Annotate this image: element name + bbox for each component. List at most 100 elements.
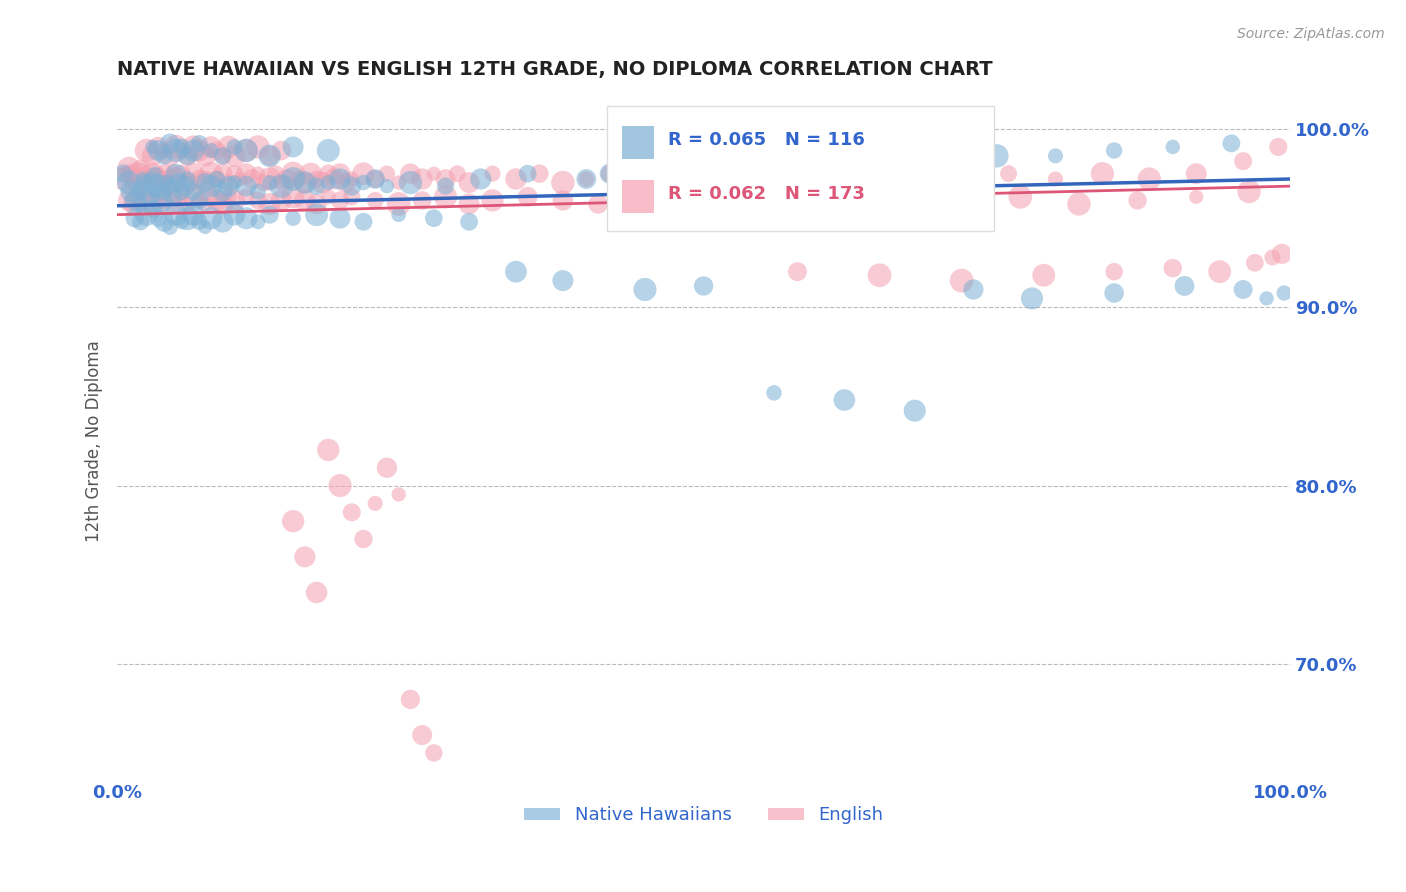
Point	[294, 549, 316, 564]
Point	[318, 144, 340, 158]
Point	[281, 140, 304, 154]
Point	[891, 190, 914, 204]
Point	[1267, 140, 1289, 154]
Point	[153, 144, 176, 158]
Point	[1067, 197, 1090, 211]
Point	[1261, 251, 1284, 265]
Point	[141, 176, 163, 190]
Point	[276, 172, 298, 186]
Point	[170, 185, 193, 199]
Point	[375, 179, 398, 194]
Point	[281, 190, 304, 204]
Point	[329, 478, 352, 492]
Point	[340, 505, 363, 519]
Point	[211, 215, 233, 229]
Point	[118, 161, 141, 176]
Point	[1021, 292, 1043, 306]
Point	[150, 176, 173, 190]
Point	[834, 392, 856, 407]
Point	[1126, 194, 1149, 208]
Point	[218, 140, 240, 154]
Point	[1232, 283, 1254, 297]
Point	[634, 283, 657, 297]
Point	[786, 265, 808, 279]
Point	[176, 149, 198, 163]
Point	[340, 179, 363, 194]
Point	[127, 185, 149, 199]
Point	[375, 460, 398, 475]
Point	[458, 176, 481, 190]
Point	[135, 194, 157, 208]
Point	[112, 172, 135, 186]
Point	[167, 176, 190, 190]
Point	[388, 197, 411, 211]
Point	[1232, 154, 1254, 169]
Point	[364, 172, 387, 186]
Point	[318, 176, 340, 190]
Point	[458, 197, 481, 211]
Point	[153, 167, 176, 181]
Point	[205, 172, 228, 186]
Point	[423, 211, 446, 226]
Point	[148, 190, 170, 204]
Point	[388, 487, 411, 501]
Point	[165, 190, 187, 204]
Point	[176, 172, 198, 186]
Point	[388, 176, 411, 190]
Point	[692, 161, 714, 176]
Point	[118, 176, 141, 190]
Point	[153, 185, 176, 199]
Point	[311, 176, 333, 190]
Point	[1102, 286, 1125, 301]
Point	[224, 176, 246, 190]
Point	[1256, 292, 1278, 306]
Point	[727, 194, 749, 208]
Point	[810, 158, 832, 172]
Point	[135, 179, 157, 194]
Point	[335, 176, 357, 190]
Point	[281, 167, 304, 181]
Point	[869, 154, 891, 169]
Point	[235, 144, 257, 158]
Point	[129, 190, 152, 204]
Point	[148, 140, 170, 154]
Point	[183, 208, 205, 222]
Point	[155, 172, 177, 186]
Point	[127, 167, 149, 181]
Point	[159, 136, 181, 151]
Point	[364, 496, 387, 510]
Point	[194, 149, 217, 163]
Point	[950, 172, 973, 186]
Point	[229, 172, 252, 186]
Point	[235, 167, 257, 181]
Point	[281, 514, 304, 528]
Point	[183, 185, 205, 199]
Point	[681, 190, 703, 204]
Point	[950, 194, 973, 208]
Point	[159, 220, 181, 235]
Point	[200, 179, 222, 194]
Point	[200, 190, 222, 204]
Point	[458, 215, 481, 229]
Point	[986, 149, 1008, 163]
Point	[434, 179, 457, 194]
Point	[305, 179, 328, 194]
Point	[135, 144, 157, 158]
Point	[411, 194, 433, 208]
Point	[551, 194, 574, 208]
Point	[153, 149, 176, 163]
Point	[446, 167, 468, 181]
Point	[1102, 144, 1125, 158]
Point	[120, 185, 142, 199]
Point	[264, 167, 287, 181]
Point	[1010, 190, 1032, 204]
Point	[165, 140, 187, 154]
Y-axis label: 12th Grade, No Diploma: 12th Grade, No Diploma	[86, 340, 103, 541]
Point	[170, 144, 193, 158]
Point	[1102, 265, 1125, 279]
Point	[1244, 256, 1267, 270]
Point	[281, 211, 304, 226]
Point	[200, 167, 222, 181]
Point	[329, 211, 352, 226]
Point	[434, 190, 457, 204]
